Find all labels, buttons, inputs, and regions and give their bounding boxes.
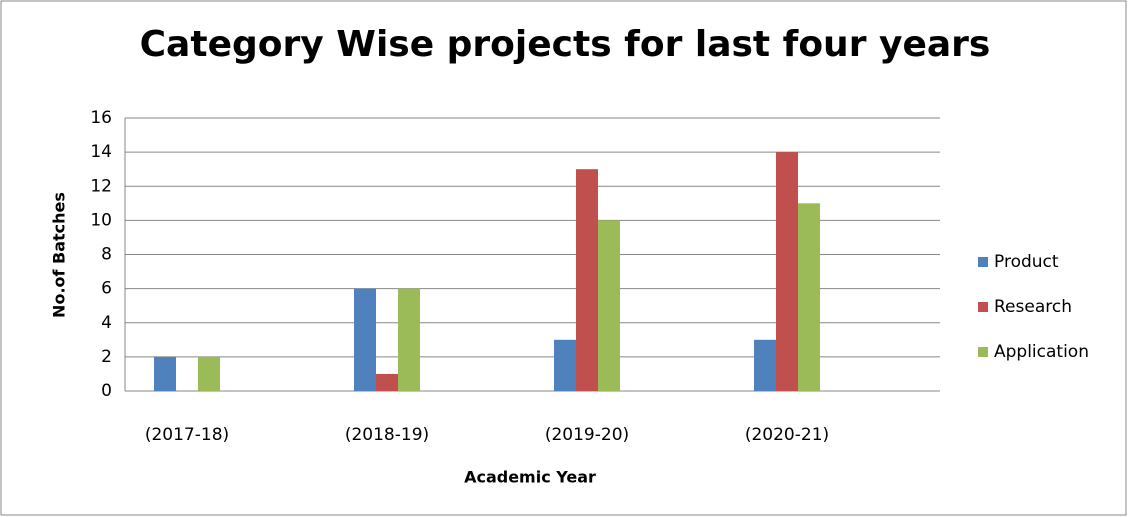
bar: [598, 220, 620, 391]
x-tick-label: (2020-21): [745, 425, 829, 445]
x-axis-label: Academic Year: [464, 468, 596, 487]
legend-swatch: [978, 302, 988, 312]
legend-label: Application: [994, 342, 1089, 362]
bar: [798, 203, 820, 391]
bar: [776, 152, 798, 391]
y-axis-label: No.of Batches: [50, 192, 69, 318]
y-tick-label: 14: [90, 142, 112, 162]
y-tick-label: 16: [90, 108, 112, 128]
legend-label: Product: [994, 252, 1059, 272]
y-tick-label: 8: [101, 245, 112, 265]
bar: [198, 356, 220, 391]
bar: [354, 288, 376, 391]
x-tick-label: (2018-19): [345, 425, 429, 445]
legend-swatch: [978, 347, 988, 357]
y-tick-label: 6: [101, 279, 112, 299]
bar: [398, 288, 420, 391]
bar: [754, 339, 776, 391]
bar: [376, 373, 398, 391]
chart-title: Category Wise projects for last four yea…: [140, 24, 991, 65]
legend-swatch: [978, 257, 988, 267]
legend-label: Research: [994, 297, 1072, 317]
y-tick-label: 0: [101, 381, 112, 401]
bar: [554, 339, 576, 391]
x-tick-label: (2017-18): [145, 425, 229, 445]
y-tick-label: 4: [101, 313, 112, 333]
bar: [154, 356, 176, 391]
bar: [576, 169, 598, 391]
y-tick-label: 10: [90, 210, 112, 230]
y-tick-label: 2: [101, 347, 112, 367]
x-tick-label: (2019-20): [545, 425, 629, 445]
y-tick-label: 12: [90, 176, 112, 196]
